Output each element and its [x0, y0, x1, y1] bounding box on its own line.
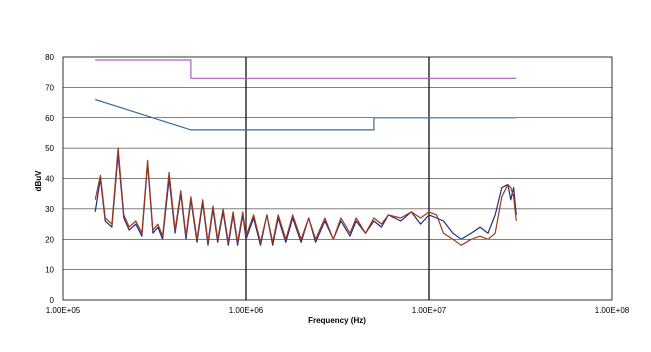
gridlines: [63, 57, 612, 300]
y-tick-label: 50: [45, 144, 54, 153]
series-line-4: [94, 147, 517, 246]
series-lines: [94, 59, 517, 246]
y-tick-label: 40: [45, 175, 54, 184]
x-tick-label: 1.00E+07: [412, 306, 447, 315]
y-tick-label: 10: [45, 266, 54, 275]
series-line-1: [95, 59, 517, 79]
y-tick-label: 30: [45, 205, 54, 214]
x-tick-label: 1.00E+06: [229, 306, 264, 315]
y-tick-label: 0: [50, 296, 55, 305]
plot-border: [62, 56, 613, 301]
series-line-2: [95, 98, 517, 131]
y-tick-label: 80: [45, 53, 54, 62]
x-tick-label: 1.00E+05: [46, 306, 81, 315]
y-tick-label: 60: [45, 114, 54, 123]
y-tick-label: 20: [45, 235, 54, 244]
x-tick-labels: 1.00E+05 1.00E+06 1.00E+07 1.00E+08: [46, 306, 630, 315]
x-tick-label: 1.00E+08: [595, 306, 630, 315]
y-tick-label: 70: [45, 83, 54, 92]
y-tick-labels: 0 10 20 30 40 50 60 70 80: [45, 53, 54, 305]
y-axis-title: dBuV: [34, 170, 43, 192]
series-line-3: [94, 153, 517, 246]
x-axis-title: Frequency (Hz): [308, 316, 366, 325]
